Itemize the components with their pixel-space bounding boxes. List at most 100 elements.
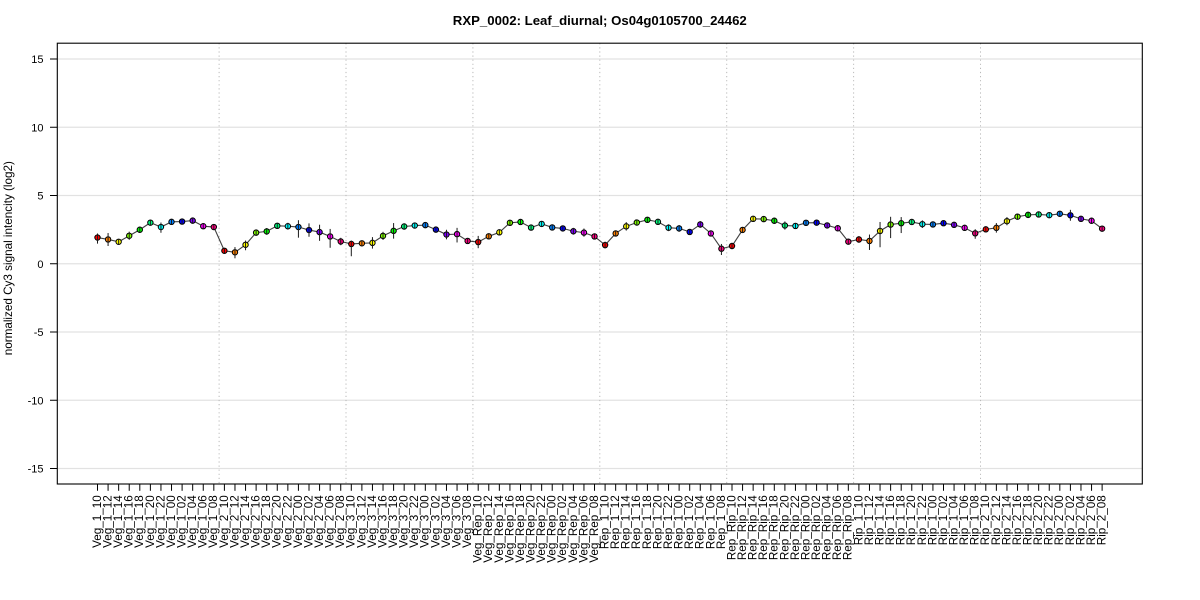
svg-text:Veg_3_10: Veg_3_10 — [345, 495, 358, 548]
svg-text:Veg_1_04: Veg_1_04 — [186, 495, 199, 548]
svg-text:Veg_1_16: Veg_1_16 — [123, 495, 136, 548]
svg-text:Veg_2_12: Veg_2_12 — [228, 495, 241, 548]
svg-text:Veg_2_06: Veg_2_06 — [324, 495, 337, 548]
svg-text:Veg_3_06: Veg_3_06 — [450, 495, 463, 548]
svg-text:Rep_Rip_10: Rep_Rip_10 — [725, 495, 738, 560]
svg-text:Veg_1_12: Veg_1_12 — [101, 495, 114, 548]
svg-text:Veg_2_16: Veg_2_16 — [250, 495, 263, 548]
svg-text:Veg_3_00: Veg_3_00 — [419, 495, 432, 548]
svg-text:Rep_Rip_08: Rep_Rip_08 — [842, 495, 855, 560]
svg-text:Rip_2_04: Rip_2_04 — [1074, 495, 1087, 546]
svg-text:Veg_1_18: Veg_1_18 — [133, 495, 146, 548]
svg-text:normalized Cy3 signal intencit: normalized Cy3 signal intencity (log2) — [2, 161, 15, 355]
svg-text:Veg_1_14: Veg_1_14 — [112, 495, 125, 548]
svg-text:Rip_2_16: Rip_2_16 — [1011, 495, 1024, 545]
svg-text:Veg_3_20: Veg_3_20 — [398, 495, 411, 548]
svg-text:Veg_2_18: Veg_2_18 — [260, 495, 273, 548]
svg-text:Veg_Rep_04: Veg_Rep_04 — [567, 495, 580, 563]
svg-text:Rip_2_14: Rip_2_14 — [1000, 495, 1013, 546]
svg-text:Rip_2_12: Rip_2_12 — [990, 495, 1003, 545]
svg-text:Rep_1_14: Rep_1_14 — [620, 495, 633, 549]
svg-text:Rep_Rip_02: Rep_Rip_02 — [810, 495, 823, 560]
svg-text:Veg_2_00: Veg_2_00 — [292, 495, 305, 548]
svg-text:Rep_Rip_22: Rep_Rip_22 — [789, 495, 802, 560]
svg-text:Rep_1_08: Rep_1_08 — [715, 495, 728, 549]
svg-text:Rip_1_14: Rip_1_14 — [873, 495, 886, 546]
svg-text:Veg_Rep_16: Veg_Rep_16 — [503, 495, 516, 563]
svg-text:-10: -10 — [28, 395, 44, 407]
svg-text:Veg_3_14: Veg_3_14 — [366, 495, 379, 548]
svg-text:Veg_Rep_14: Veg_Rep_14 — [493, 495, 506, 563]
svg-text:Veg_1_20: Veg_1_20 — [144, 495, 157, 548]
svg-text:-15: -15 — [28, 464, 44, 476]
svg-text:Rep_Rip_16: Rep_Rip_16 — [757, 495, 770, 560]
svg-text:Rip_2_10: Rip_2_10 — [979, 495, 992, 546]
svg-text:Rep_1_12: Rep_1_12 — [609, 495, 622, 549]
svg-text:Veg_2_10: Veg_2_10 — [218, 495, 231, 548]
svg-text:Rep_1_18: Rep_1_18 — [641, 495, 654, 549]
svg-text:Veg_3_08: Veg_3_08 — [461, 495, 474, 548]
svg-text:Rip_2_08: Rip_2_08 — [1096, 495, 1109, 545]
svg-text:Rip_1_20: Rip_1_20 — [905, 495, 918, 546]
svg-text:Rip_1_10: Rip_1_10 — [852, 495, 865, 546]
svg-text:Rip_2_06: Rip_2_06 — [1085, 495, 1098, 545]
svg-text:Veg_2_14: Veg_2_14 — [239, 495, 252, 548]
svg-text:Veg_3_22: Veg_3_22 — [408, 495, 421, 548]
svg-text:Veg_1_02: Veg_1_02 — [176, 495, 189, 548]
svg-text:-5: -5 — [34, 327, 44, 339]
svg-text:Rep_Rip_06: Rep_Rip_06 — [831, 495, 844, 560]
svg-text:Rip_1_06: Rip_1_06 — [958, 495, 971, 545]
svg-text:Rip_1_00: Rip_1_00 — [926, 495, 939, 546]
svg-text:Veg_Rep_06: Veg_Rep_06 — [577, 495, 590, 563]
svg-text:10: 10 — [31, 122, 43, 134]
svg-text:Veg_Rep_10: Veg_Rep_10 — [472, 495, 485, 563]
svg-text:Rep_1_00: Rep_1_00 — [673, 495, 686, 549]
svg-text:Rip_1_08: Rip_1_08 — [969, 495, 982, 545]
svg-text:Rep_Rip_20: Rep_Rip_20 — [778, 495, 791, 560]
svg-text:Veg_Rep_22: Veg_Rep_22 — [535, 495, 548, 563]
svg-text:Rip_2_18: Rip_2_18 — [1022, 495, 1035, 545]
svg-text:Rep_Rip_00: Rep_Rip_00 — [799, 495, 812, 560]
svg-text:Veg_3_04: Veg_3_04 — [440, 495, 453, 548]
svg-text:Rep_Rip_12: Rep_Rip_12 — [736, 495, 749, 560]
svg-text:Veg_3_12: Veg_3_12 — [355, 495, 368, 548]
svg-text:Rep_Rip_04: Rep_Rip_04 — [821, 495, 834, 560]
svg-text:Veg_1_22: Veg_1_22 — [154, 495, 167, 548]
svg-text:Rep_1_02: Rep_1_02 — [683, 495, 696, 549]
svg-text:Veg_1_10: Veg_1_10 — [91, 495, 104, 548]
svg-text:Veg_Rep_20: Veg_Rep_20 — [524, 495, 537, 563]
svg-text:Veg_2_02: Veg_2_02 — [302, 495, 315, 548]
svg-text:Rip_1_12: Rip_1_12 — [863, 495, 876, 545]
svg-text:Rep_1_04: Rep_1_04 — [694, 495, 707, 549]
svg-text:Veg_3_16: Veg_3_16 — [376, 495, 389, 548]
svg-text:Veg_3_18: Veg_3_18 — [387, 495, 400, 548]
svg-text:Veg_2_08: Veg_2_08 — [334, 495, 347, 548]
svg-text:Veg_Rep_00: Veg_Rep_00 — [546, 495, 559, 563]
svg-text:Rip_1_22: Rip_1_22 — [916, 495, 929, 545]
svg-text:Rep_Rip_14: Rep_Rip_14 — [747, 495, 760, 560]
svg-text:Veg_Rep_12: Veg_Rep_12 — [482, 495, 495, 563]
svg-text:Veg_1_08: Veg_1_08 — [207, 495, 220, 548]
svg-text:Veg_1_06: Veg_1_06 — [197, 495, 210, 548]
svg-text:Rep_1_20: Rep_1_20 — [651, 495, 664, 549]
svg-text:Rip_2_00: Rip_2_00 — [1053, 495, 1066, 546]
svg-text:Veg_Rep_08: Veg_Rep_08 — [588, 495, 601, 563]
svg-text:Veg_1_00: Veg_1_00 — [165, 495, 178, 548]
svg-text:Rip_1_04: Rip_1_04 — [947, 495, 960, 546]
svg-text:Veg_Rep_02: Veg_Rep_02 — [556, 495, 569, 563]
svg-text:Veg_Rep_18: Veg_Rep_18 — [514, 495, 527, 563]
svg-text:Rep_1_16: Rep_1_16 — [630, 495, 643, 549]
svg-text:Rip_2_02: Rip_2_02 — [1064, 495, 1077, 545]
svg-text:Rip_1_18: Rip_1_18 — [895, 495, 908, 545]
svg-text:Rip_2_20: Rip_2_20 — [1032, 495, 1045, 546]
svg-text:Rep_1_06: Rep_1_06 — [704, 495, 717, 549]
svg-text:0: 0 — [37, 259, 43, 271]
svg-text:Rip_1_02: Rip_1_02 — [937, 495, 950, 545]
svg-text:RXP_0002: Leaf_diurnal; Os04g0: RXP_0002: Leaf_diurnal; Os04g0105700_244… — [453, 13, 747, 28]
svg-text:Veg_2_04: Veg_2_04 — [313, 495, 326, 548]
svg-text:Rep_1_22: Rep_1_22 — [662, 495, 675, 549]
svg-text:5: 5 — [37, 191, 43, 203]
svg-text:Veg_2_22: Veg_2_22 — [281, 495, 294, 548]
svg-text:Rep_1_10: Rep_1_10 — [599, 495, 612, 549]
svg-text:Veg_3_02: Veg_3_02 — [429, 495, 442, 548]
